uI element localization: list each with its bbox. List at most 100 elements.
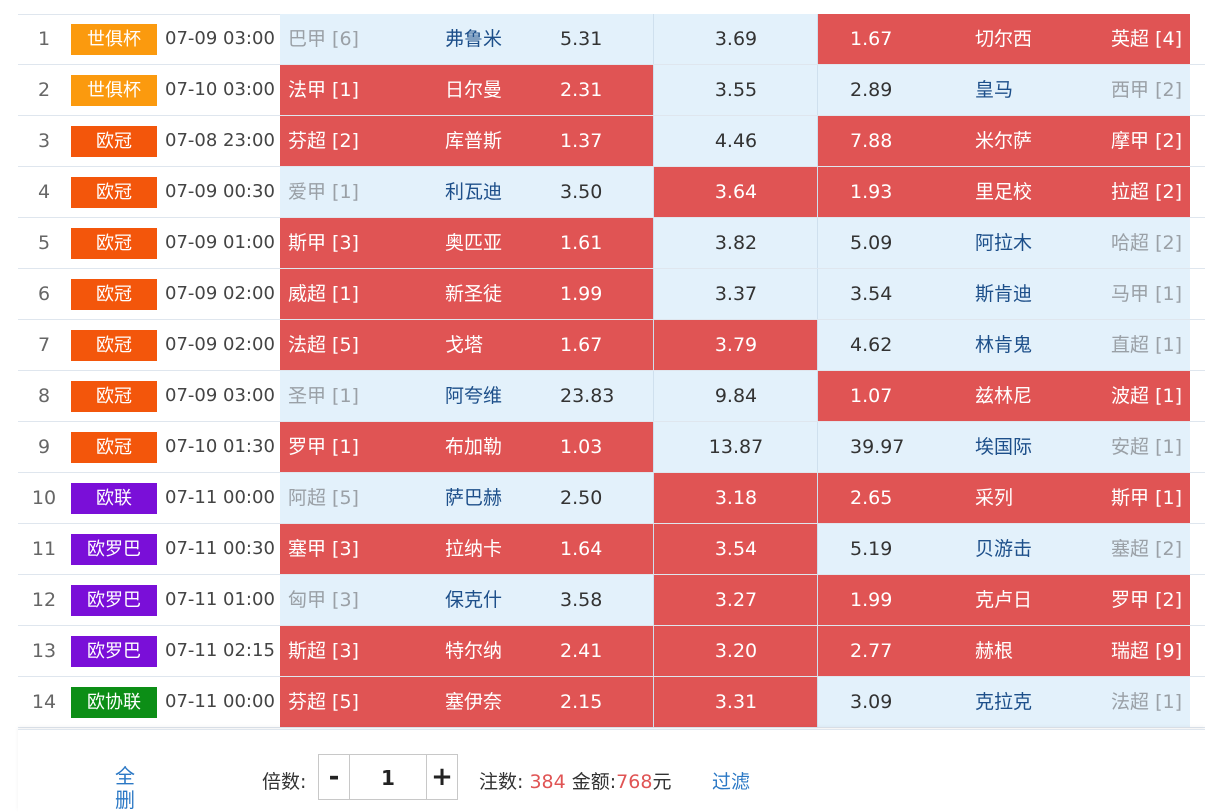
away-team: 兹林尼 — [975, 385, 1033, 407]
competition-cell: 欧冠 — [70, 371, 160, 421]
match-time: 07-09 01:00 — [165, 232, 275, 253]
draw-odds: 3.27 — [714, 589, 758, 611]
home-win-option[interactable]: 阿超 [5] 萨巴赫 2.50 — [280, 473, 653, 523]
draw-odds: 3.82 — [714, 232, 758, 254]
competition-cell: 欧联 — [70, 473, 160, 523]
row-edge — [1190, 218, 1205, 268]
away-win-option[interactable]: 1.07 兹林尼 波超 [1] — [817, 371, 1190, 421]
home-win-option[interactable]: 塞甲 [3] 拉纳卡 1.64 — [280, 524, 653, 574]
draw-option[interactable]: 3.69 — [653, 14, 817, 64]
away-win-option[interactable]: 7.88 米尔萨 摩甲 [2] — [817, 116, 1190, 166]
row-number: 13 — [31, 640, 57, 662]
away-win-option[interactable]: 39.97 埃国际 安超 [1] — [817, 422, 1190, 472]
home-win-option[interactable]: 巴甲 [6] 弗鲁米 5.31 — [280, 14, 653, 64]
home-win-option[interactable]: 爱甲 [1] 利瓦迪 3.50 — [280, 167, 653, 217]
home-win-option[interactable]: 芬超 [5] 塞伊奈 2.15 — [280, 677, 653, 727]
competition-cell: 欧冠 — [70, 218, 160, 268]
row-edge — [1190, 320, 1205, 370]
away-odds: 1.93 — [850, 181, 893, 203]
competition-cell: 世俱杯 — [70, 65, 160, 115]
match-row: 5 欧冠 07-09 01:00 斯甲 [3] 奥匹亚 1.61 3.82 5.09 阿拉木 哈超… — [18, 218, 1205, 269]
away-win-option[interactable]: 5.09 阿拉木 哈超 [2] — [817, 218, 1190, 268]
home-win-option[interactable]: 芬超 [2] 库普斯 1.37 — [280, 116, 653, 166]
increase-button[interactable]: + — [426, 755, 457, 799]
draw-option[interactable]: 3.27 — [653, 575, 817, 625]
home-team: 阿夸维 — [445, 385, 503, 407]
away-win-option[interactable]: 2.65 采列 斯甲 [1] — [817, 473, 1190, 523]
home-team: 利瓦迪 — [445, 181, 503, 203]
away-win-option[interactable]: 1.67 切尔西 英超 [4] — [817, 14, 1190, 64]
multiplier-input[interactable] — [350, 755, 426, 801]
decrease-button[interactable]: - — [319, 755, 350, 799]
home-win-option[interactable]: 法超 [5] 戈塔 1.67 — [280, 320, 653, 370]
away-win-option[interactable]: 2.89 皇马 西甲 [2] — [817, 65, 1190, 115]
home-win-option[interactable]: 斯超 [3] 特尔纳 2.41 — [280, 626, 653, 676]
home-win-option[interactable]: 威超 [1] 新圣徒 1.99 — [280, 269, 653, 319]
row-edge — [1190, 677, 1205, 727]
away-win-option[interactable]: 5.19 贝游击 塞超 [2] — [817, 524, 1190, 574]
draw-option[interactable]: 3.79 — [653, 320, 817, 370]
clear-all-button[interactable]: 全删 — [115, 764, 135, 812]
draw-option[interactable]: 13.87 — [653, 422, 817, 472]
competition-cell: 欧冠 — [70, 320, 160, 370]
home-team: 戈塔 — [445, 334, 484, 356]
draw-option[interactable]: 4.46 — [653, 116, 817, 166]
draw-option[interactable]: 3.64 — [653, 167, 817, 217]
draw-option[interactable]: 3.20 — [653, 626, 817, 676]
competition-cell: 欧罗巴 — [70, 524, 160, 574]
draw-option[interactable]: 3.37 — [653, 269, 817, 319]
home-odds: 2.50 — [560, 487, 603, 509]
row-number: 10 — [31, 487, 57, 509]
away-odds: 7.88 — [850, 130, 893, 152]
competition-cell: 欧冠 — [70, 422, 160, 472]
home-win-option[interactable]: 法甲 [1] 日尔曼 2.31 — [280, 65, 653, 115]
competition-badge: 欧罗巴 — [71, 636, 157, 667]
match-row: 12 欧罗巴 07-11 01:00 匈甲 [3] 保克什 3.58 3.27 1.99 克卢日… — [18, 575, 1205, 626]
row-number: 9 — [37, 436, 51, 458]
match-time: 07-11 00:30 — [165, 538, 275, 559]
home-league: 威超 [1] — [288, 283, 359, 305]
competition-badge: 欧冠 — [71, 177, 157, 208]
home-win-option[interactable]: 斯甲 [3] 奥匹亚 1.61 — [280, 218, 653, 268]
away-league: 西甲 [2] — [1111, 79, 1182, 101]
draw-option[interactable]: 3.54 — [653, 524, 817, 574]
match-row: 3 欧冠 07-08 23:00 芬超 [2] 库普斯 1.37 4.46 7.88 米尔萨 摩甲… — [18, 116, 1205, 167]
away-league: 法超 [1] — [1111, 691, 1182, 713]
draw-option[interactable]: 9.84 — [653, 371, 817, 421]
away-league: 波超 [1] — [1111, 385, 1182, 407]
away-odds: 5.09 — [850, 232, 893, 254]
away-league: 哈超 [2] — [1111, 232, 1182, 254]
away-win-option[interactable]: 2.77 赫根 瑞超 [9] — [817, 626, 1190, 676]
away-team: 贝游击 — [975, 538, 1033, 560]
home-odds: 1.67 — [560, 334, 603, 356]
home-league: 罗甲 [1] — [288, 436, 359, 458]
home-win-option[interactable]: 匈甲 [3] 保克什 3.58 — [280, 575, 653, 625]
away-win-option[interactable]: 3.54 斯肯迪 马甲 [1] — [817, 269, 1190, 319]
away-win-option[interactable]: 1.93 里足校 拉超 [2] — [817, 167, 1190, 217]
home-team: 拉纳卡 — [445, 538, 503, 560]
away-league: 塞超 [2] — [1111, 538, 1182, 560]
competition-badge: 世俱杯 — [71, 24, 157, 55]
competition-badge: 欧冠 — [71, 279, 157, 310]
draw-option[interactable]: 3.55 — [653, 65, 817, 115]
home-team: 奥匹亚 — [445, 232, 503, 254]
away-win-option[interactable]: 4.62 林肯鬼 直超 [1] — [817, 320, 1190, 370]
bet-footer: 全删 倍数: - + 注数: 384 金额:768元 过滤 — [18, 729, 1205, 812]
draw-option[interactable]: 3.31 — [653, 677, 817, 727]
competition-cell: 欧罗巴 — [70, 575, 160, 625]
draw-option[interactable]: 3.18 — [653, 473, 817, 523]
amount-value: 768 — [616, 771, 653, 793]
competition-badge: 欧冠 — [71, 330, 157, 361]
draw-option[interactable]: 3.82 — [653, 218, 817, 268]
filter-link[interactable]: 过滤 — [712, 771, 751, 793]
home-odds: 2.15 — [560, 691, 603, 713]
away-win-option[interactable]: 1.99 克卢日 罗甲 [2] — [817, 575, 1190, 625]
home-league: 巴甲 [6] — [288, 28, 359, 50]
competition-cell: 欧冠 — [70, 269, 160, 319]
home-odds: 23.83 — [560, 385, 615, 407]
match-time: 07-08 23:00 — [165, 130, 275, 151]
home-win-option[interactable]: 罗甲 [1] 布加勒 1.03 — [280, 422, 653, 472]
away-win-option[interactable]: 3.09 克拉克 法超 [1] — [817, 677, 1190, 727]
home-win-option[interactable]: 圣甲 [1] 阿夸维 23.83 — [280, 371, 653, 421]
home-odds: 3.50 — [560, 181, 603, 203]
